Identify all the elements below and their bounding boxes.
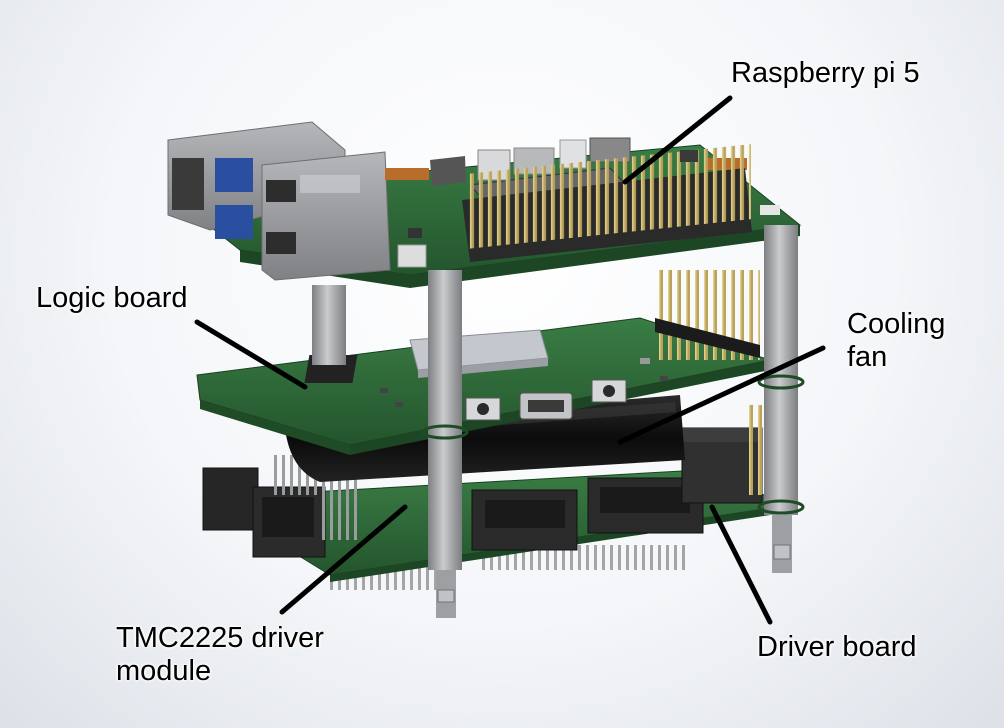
label-tmc-line2: module bbox=[116, 655, 212, 687]
label-tmc-module: TMC2225 driver module bbox=[116, 622, 324, 688]
label-cooling-fan: Cooling fan bbox=[847, 308, 945, 374]
logic-board bbox=[196, 270, 772, 455]
leader-logic-board bbox=[194, 319, 308, 390]
raspberry-pi-board bbox=[167, 121, 802, 288]
leader-driver-board bbox=[709, 504, 773, 625]
label-cooling-fan-line2: fan bbox=[847, 341, 888, 373]
label-cooling-fan-line1: Cooling bbox=[847, 308, 946, 340]
leader-lines bbox=[194, 95, 826, 625]
leader-tmc-module bbox=[279, 504, 408, 615]
leader-raspberry-pi bbox=[622, 95, 733, 185]
driver-board bbox=[202, 405, 792, 590]
label-logic-board: Logic board bbox=[36, 282, 188, 314]
label-tmc-line1: TMC2225 driver bbox=[116, 622, 324, 654]
leader-cooling-fan bbox=[617, 345, 826, 445]
standoffs bbox=[312, 225, 805, 618]
label-driver-board: Driver board bbox=[757, 631, 917, 663]
label-raspberry-pi: Raspberry pi 5 bbox=[731, 57, 920, 89]
